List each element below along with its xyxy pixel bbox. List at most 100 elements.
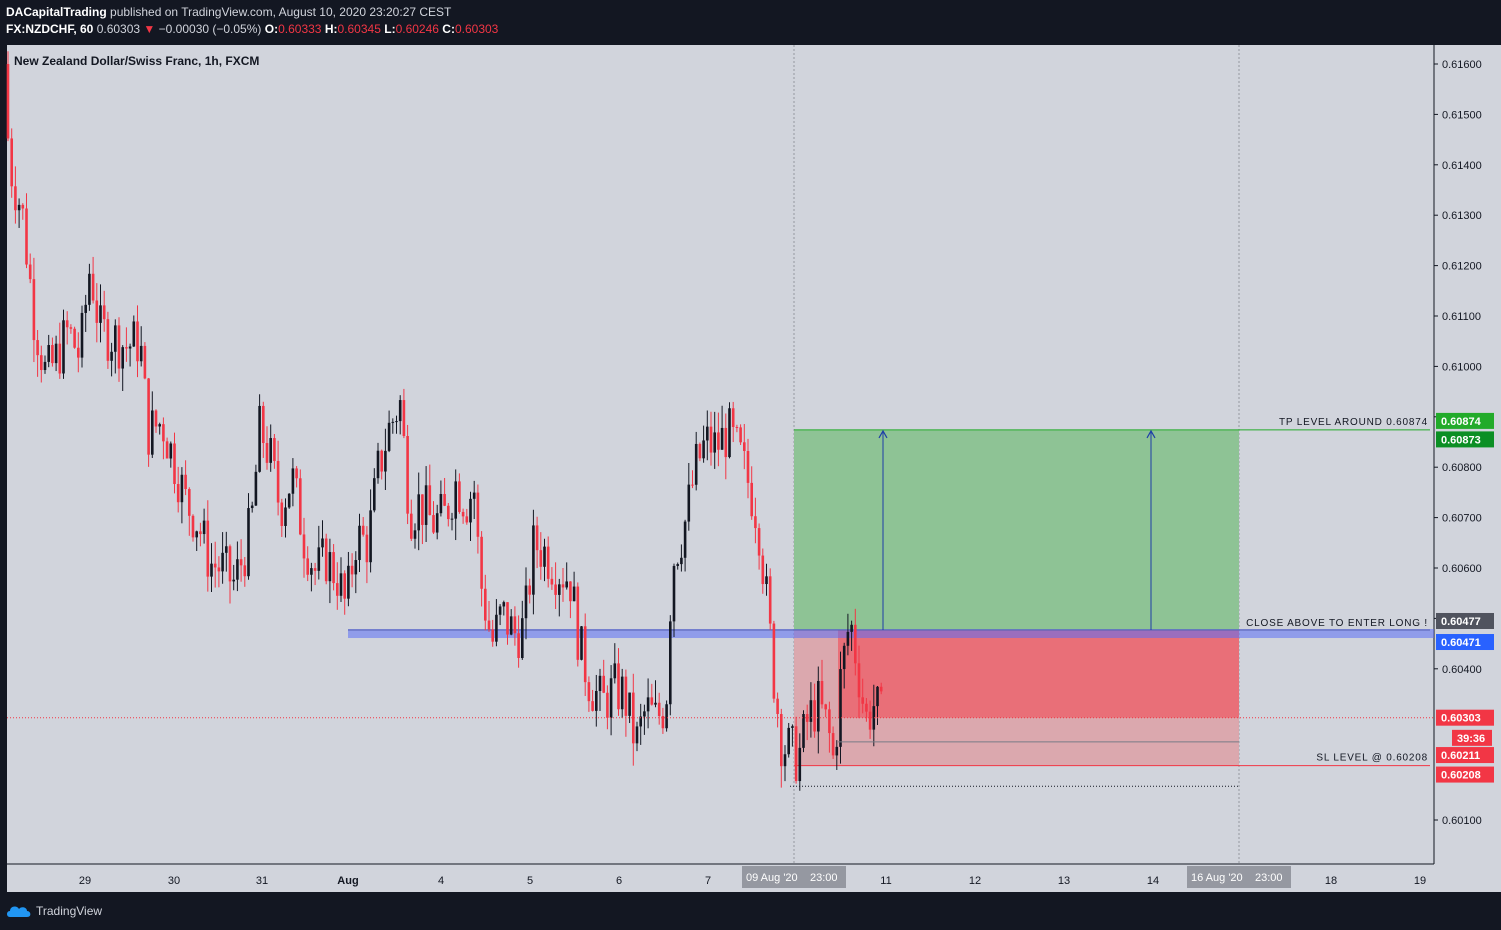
x-tick-label: 11 (880, 875, 891, 887)
x-tick-label: 19 (1414, 875, 1426, 887)
candle-body (369, 510, 372, 563)
annotation-label: TP LEVEL AROUND 0.60874 (1279, 417, 1428, 428)
candle-body (202, 520, 206, 535)
open-value: 0.60333 (278, 22, 322, 36)
candle-body (313, 568, 317, 571)
candle-body (591, 701, 594, 711)
x-tick-labels: 293031Aug4567101112131417181909 Aug '202… (79, 866, 1426, 888)
candle-body (854, 624, 857, 664)
candle-body (14, 186, 17, 211)
candle-body (162, 424, 165, 442)
candle-body (376, 450, 380, 479)
x-highlight-label-bg (1187, 866, 1291, 888)
candle-body (447, 505, 450, 520)
price-badge-label: 0.60477 (1441, 616, 1481, 628)
drawing-overlay[interactable]: TP LEVEL AROUND 0.60874 CLOSE ABOVE TO EN… (7, 417, 1434, 787)
candle-body (25, 208, 28, 265)
candle-body (117, 325, 121, 369)
ohlc-line: FX:NZDCHF, 60 0.60303 ▼ −0.00030 (−0.05%… (6, 22, 498, 36)
candle-body (387, 422, 391, 451)
tradingview-logo[interactable]: TradingView (6, 904, 102, 918)
candle-body (839, 669, 842, 747)
candle-body (406, 436, 409, 514)
candle-body (428, 485, 432, 516)
candle-body (746, 450, 750, 483)
candle-body (713, 432, 716, 453)
candle-body (65, 320, 69, 328)
publisher-name[interactable]: DACapitalTrading (6, 5, 107, 19)
candle-body (780, 714, 783, 767)
candle-body (347, 565, 350, 599)
candle-body (724, 427, 728, 458)
candle-body (139, 345, 143, 362)
cloud-icon (7, 906, 31, 917)
candle-body (768, 576, 772, 624)
candle-body (654, 702, 657, 705)
candle-body (691, 484, 694, 486)
y-tick-label: 0.61100 (1442, 311, 1481, 323)
annotation-label: SL LEVEL @ 0.60208 (1316, 753, 1428, 764)
candle-body (672, 565, 676, 622)
candle-body (180, 474, 184, 503)
support-band (348, 629, 1434, 639)
candle-body (154, 410, 158, 427)
candle-body (17, 204, 21, 211)
candle-body (332, 552, 335, 584)
candle-body (306, 558, 309, 575)
open-label: O: (264, 22, 279, 36)
x-tick-label: 5 (527, 875, 533, 887)
candle-body (757, 528, 761, 556)
candle-body (413, 530, 417, 539)
price-badge-label: 0.60874 (1441, 416, 1482, 428)
candle-body (247, 508, 250, 577)
candle-body (269, 438, 272, 463)
candle-body (435, 513, 439, 533)
tradingview-brand: TradingView (36, 904, 103, 918)
candle-body (743, 442, 746, 451)
candle-body (10, 138, 13, 187)
y-tick-label: 0.60400 (1442, 664, 1482, 676)
candle-body (720, 427, 724, 450)
price-change: −0.00030 (−0.05%) (158, 22, 262, 36)
price-axis[interactable] (1434, 45, 1501, 864)
candle-body (761, 555, 765, 585)
candle-body (317, 547, 321, 571)
x-highlight-time: 23:00 (810, 872, 838, 884)
candle-body (861, 697, 864, 704)
candle-body (102, 305, 106, 320)
x-tick-label: 12 (969, 875, 981, 887)
candle-body (465, 516, 469, 523)
price-badge-bg (1436, 431, 1494, 448)
y-tick-label: 0.61500 (1442, 109, 1482, 121)
candle-body (169, 443, 173, 459)
symbol-label[interactable]: FX:NZDCHF, 60 (6, 22, 94, 36)
candle-body (51, 345, 54, 364)
candle-body (125, 347, 128, 349)
candle-body (343, 573, 346, 599)
candle-body (95, 300, 99, 323)
candle-body (498, 606, 502, 615)
y-tick-label: 0.61300 (1442, 210, 1482, 222)
candle-body (865, 703, 868, 712)
price-badge-bg (1436, 709, 1494, 726)
price-badge-label: 0.60211 (1441, 750, 1480, 762)
candlestick-series[interactable] (6, 51, 883, 791)
candle-body (879, 686, 883, 692)
candle-body (262, 405, 265, 444)
candle-body (809, 700, 813, 722)
candle-body (524, 585, 528, 619)
candle-body (509, 616, 513, 635)
candle-body (91, 273, 95, 301)
y-tick-label: 0.60100 (1442, 815, 1482, 827)
candle-body (517, 633, 520, 658)
candle-body (643, 711, 646, 717)
candle-body (546, 546, 550, 579)
candle-body (391, 421, 395, 423)
candle-body (850, 624, 853, 632)
position-zones[interactable] (348, 45, 1434, 864)
candle-body (250, 505, 254, 509)
last-price: 0.60303 (96, 22, 141, 36)
x-highlight-time: 23:00 (1255, 872, 1283, 884)
candle-body (28, 264, 32, 280)
